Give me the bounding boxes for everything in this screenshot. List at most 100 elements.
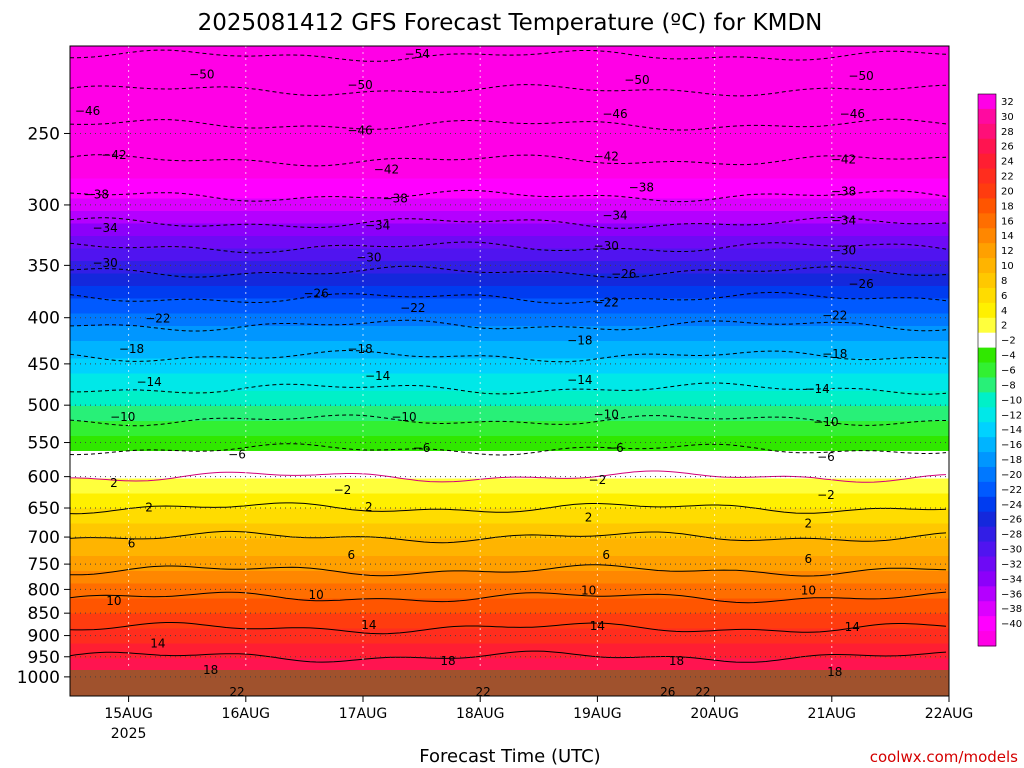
colorbar-swatch bbox=[978, 94, 996, 110]
contour-label: −6 bbox=[228, 447, 246, 461]
colorbar-label: −4 bbox=[1001, 351, 1016, 362]
colorbar-swatch bbox=[978, 511, 996, 528]
x-tick-label: 16AUG bbox=[222, 706, 271, 722]
contour-label: −10 bbox=[391, 410, 416, 424]
contour-labels: −54 −50 −50 −50 −50 −46 −46 −46 −46 −42 −42 −42 −42 −… bbox=[75, 47, 874, 699]
colorbar-swatch bbox=[978, 556, 996, 572]
colorbar-swatch bbox=[978, 466, 996, 483]
contour-label: 18 bbox=[440, 654, 455, 668]
contour-label: 6 bbox=[602, 548, 610, 562]
contour-label: −34 bbox=[602, 208, 627, 222]
colorbar-label: −34 bbox=[1001, 574, 1022, 585]
isotherm-10 bbox=[70, 530, 947, 544]
x-axis: 15AUG 2025 16AUG 17AUG 18AUG 19AUG 20AUG 21AUG 2… bbox=[104, 696, 973, 742]
contour-label: −26 bbox=[848, 277, 873, 291]
colorbar-swatch bbox=[978, 616, 996, 632]
contour-label: 2 bbox=[805, 516, 813, 530]
contour-label: −6 bbox=[606, 441, 624, 455]
colorbar-swatch bbox=[978, 153, 996, 170]
contour-label: 18 bbox=[669, 654, 684, 668]
contour-label: −46 bbox=[602, 107, 627, 121]
colorbar-swatch bbox=[978, 228, 996, 244]
colorbar-swatch bbox=[978, 123, 996, 140]
contour-label: −10 bbox=[594, 407, 619, 421]
y-tick-label: 700 bbox=[28, 528, 60, 548]
contour-label: −26 bbox=[303, 286, 328, 300]
y-tick-label: 450 bbox=[28, 355, 60, 375]
contour-label: −50 bbox=[189, 67, 214, 81]
colorbar-swatch bbox=[978, 377, 996, 393]
x-tick-label: 18AUG bbox=[456, 706, 505, 722]
contour-label: −14 bbox=[136, 375, 161, 389]
colorbar-swatch bbox=[978, 332, 996, 349]
contour-label: 14 bbox=[845, 620, 860, 634]
colorbar-swatch bbox=[978, 108, 996, 125]
chart-title: 2025081412 GFS Forecast Temperature (ºC)… bbox=[198, 10, 823, 36]
colorbar-swatch bbox=[978, 481, 996, 498]
plot-area: −54 −50 −50 −50 −50 −46 −46 −46 −46 −42 −42 −42 −42 −… bbox=[69, 45, 950, 699]
colorbar-label: −20 bbox=[1001, 470, 1022, 481]
contour-label: −6 bbox=[413, 441, 431, 455]
colorbar-swatch bbox=[978, 287, 996, 304]
contour-label: 2 bbox=[145, 500, 153, 514]
contour-label: −6 bbox=[817, 450, 835, 464]
colorbar-swatch bbox=[978, 347, 996, 364]
colorbar-legend: 32 30 28 26 24 22 20 18 16 14 12 10 8 6 4 2 −2 −4 −6 −8 −10 −… bbox=[977, 93, 1022, 647]
colorbar-label: 10 bbox=[1001, 261, 1014, 272]
x-tick-label: 15AUG bbox=[104, 706, 153, 722]
colorbar-swatch bbox=[978, 392, 996, 408]
y-tick-label: 650 bbox=[28, 499, 60, 519]
colorbar-swatch bbox=[978, 168, 996, 185]
contour-label: −22 bbox=[145, 312, 170, 326]
plot-frame bbox=[69, 45, 950, 697]
contour-label: −46 bbox=[840, 107, 865, 121]
contour-label: −50 bbox=[624, 73, 649, 87]
contour-label: −2 bbox=[589, 473, 607, 487]
x-tick-label: 22AUG bbox=[925, 706, 974, 722]
contour-label: −42 bbox=[594, 149, 619, 163]
credit-link[interactable]: coolwx.com/models bbox=[870, 748, 1018, 766]
contour-label: −38 bbox=[84, 187, 109, 201]
contour-label: −18 bbox=[822, 347, 847, 361]
contour-label: 14 bbox=[590, 619, 605, 633]
contour-label: −26 bbox=[611, 267, 636, 281]
colorbar-label: −40 bbox=[1001, 619, 1022, 630]
colorbar-swatch bbox=[978, 496, 996, 513]
colorbar-swatch bbox=[978, 571, 996, 587]
colorbar-swatch bbox=[978, 138, 996, 155]
contour-label: −18 bbox=[567, 334, 592, 348]
contour-label: 14 bbox=[361, 618, 376, 632]
colorbar-label: 32 bbox=[1001, 97, 1014, 108]
contour-label: −42 bbox=[374, 162, 399, 176]
colorbar-swatch bbox=[978, 631, 996, 647]
colorbar-swatch bbox=[978, 243, 996, 259]
contour-label: −14 bbox=[804, 382, 829, 396]
contour-label: 10 bbox=[581, 583, 596, 597]
colorbar-label: 28 bbox=[1001, 127, 1014, 138]
colorbar-label: −10 bbox=[1001, 395, 1022, 406]
contour-label: 2 bbox=[365, 500, 373, 514]
y-tick-label: 400 bbox=[28, 309, 60, 329]
contour-label: −46 bbox=[347, 123, 372, 137]
colorbar-label: 8 bbox=[1001, 276, 1007, 287]
isotherm-18 bbox=[70, 591, 947, 604]
contour-label: −46 bbox=[75, 104, 100, 118]
x-tick-label: 19AUG bbox=[573, 706, 622, 722]
y-axis: 250 300 350 400 450 500 550 600 650 700 750 800 850 9… bbox=[17, 124, 70, 688]
colorbar-swatch bbox=[978, 273, 996, 289]
contour-label: 2 bbox=[585, 511, 593, 525]
colorbar-swatch bbox=[978, 407, 996, 423]
y-tick-label: 800 bbox=[28, 580, 60, 600]
colorbar-label: −2 bbox=[1001, 336, 1016, 347]
x-tick-label: 21AUG bbox=[808, 706, 857, 722]
y-tick-label: 750 bbox=[28, 555, 60, 575]
y-tick-label: 550 bbox=[28, 434, 60, 454]
contour-label: −38 bbox=[629, 181, 654, 195]
colorbar-label: −16 bbox=[1001, 440, 1022, 451]
contour-label: 26 bbox=[660, 685, 675, 699]
contour-label: −22 bbox=[400, 301, 425, 315]
colorbar-label: 2 bbox=[1001, 321, 1007, 332]
colorbar-label: 26 bbox=[1001, 142, 1014, 153]
contour-label: −30 bbox=[356, 250, 381, 264]
colorbar-swatch bbox=[978, 601, 996, 617]
